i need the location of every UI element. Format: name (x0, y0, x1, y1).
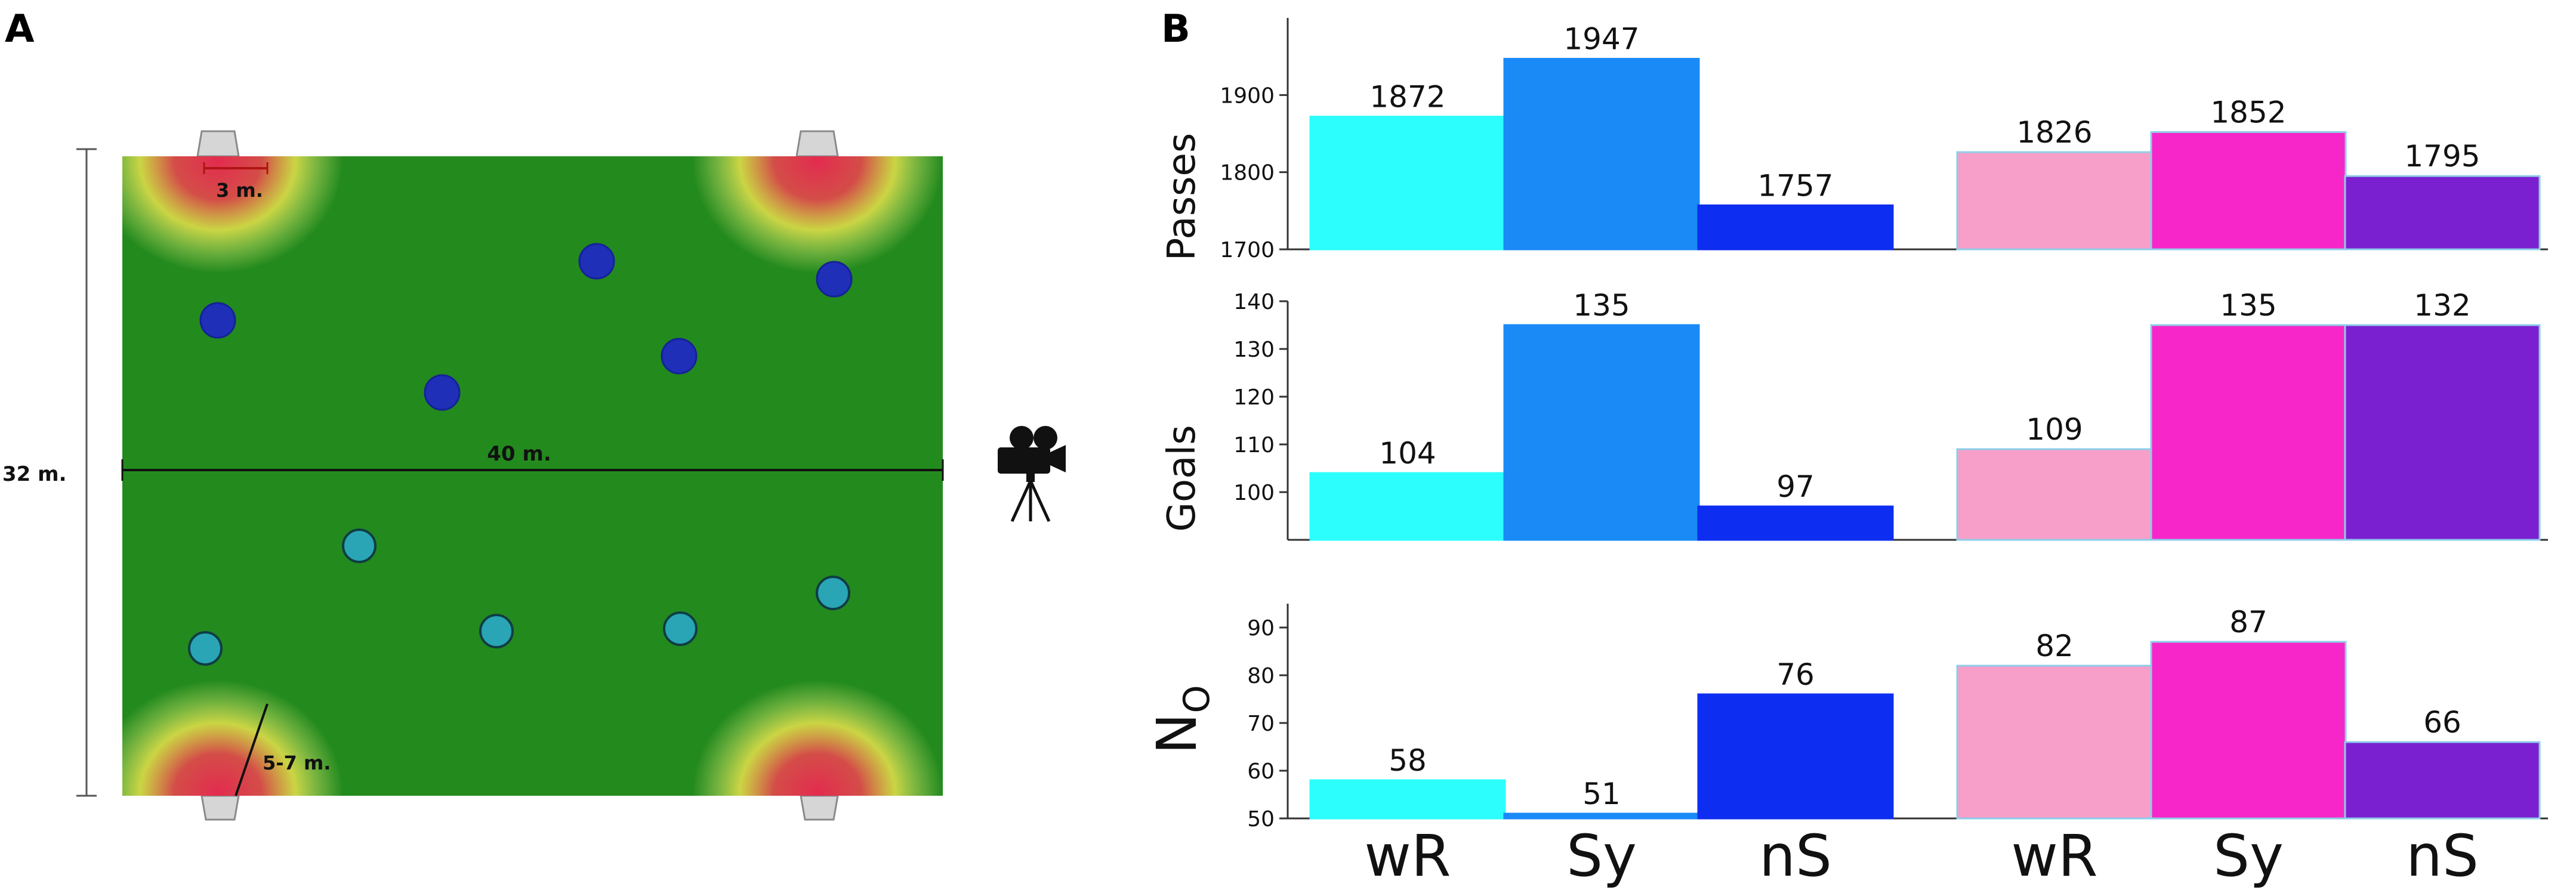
chart-no-ylabel-main: N (1145, 713, 1209, 755)
scoring-zones (122, 156, 943, 796)
chart-category-label: nS (1759, 823, 1832, 888)
goal-top-right (795, 130, 839, 157)
chart-goals-data-label: 104 (1379, 436, 1436, 471)
chart-passes-ylabel: Passes (1160, 133, 1204, 261)
player-light (188, 631, 223, 666)
player-dark (578, 243, 615, 280)
chart-goals-bar (1956, 448, 2153, 541)
chart-passes-bar (1697, 204, 1894, 251)
chart-goals-bar (1309, 472, 1506, 541)
chart-no-ytick-label: 50 (1247, 807, 1275, 832)
chart-no-ytick-label: 70 (1247, 712, 1275, 736)
bar-charts: Passes Goals N O 1700 1800 1900 1872 1947 175… (1145, 18, 2548, 889)
player-dark (661, 338, 698, 375)
zone-radius-label: 5-7 m. (263, 752, 331, 774)
chart-passes-ytick-label: 1700 (1220, 238, 1275, 262)
chart-category-label: wR (1364, 823, 1451, 888)
chart-passes-bar (2344, 175, 2541, 251)
chart-no-bar (1503, 812, 1700, 820)
chart-no-data-label: 87 (2229, 605, 2268, 639)
chart-goals-bar (1503, 324, 1700, 541)
chart-no-data-label: 66 (2423, 705, 2461, 740)
chart-no-ytick-label: 60 (1247, 759, 1275, 784)
chart-goals-ytick-label: 120 (1233, 385, 1275, 410)
chart-passes-data-label: 1826 (2016, 115, 2092, 150)
player-dark (424, 374, 461, 411)
chart-category-label: nS (2406, 823, 2479, 888)
chart-no-ylabel: N O (1145, 685, 1218, 754)
chart-goals-data-label: 132 (2414, 288, 2470, 323)
player-dark (199, 302, 236, 339)
chart-goals-bar (2150, 324, 2347, 541)
chart-goals-ytick-label: 100 (1233, 481, 1275, 505)
scoring-zone-bottom-left (122, 680, 343, 796)
chart-no-bar (2344, 741, 2541, 820)
panel-a-label: A (5, 7, 35, 51)
chart-passes-data-label: 1757 (1757, 168, 1833, 203)
chart-no-bar (1309, 779, 1506, 820)
video-camera-icon (998, 426, 1066, 523)
zone-radius-line (235, 703, 269, 796)
goal-bottom-right (800, 795, 839, 821)
chart-goals-ytick-label: 110 (1233, 433, 1275, 458)
pitch-width-label: 40 m. (487, 442, 551, 466)
chart-no-ylabel-sub: O (1176, 685, 1218, 713)
player-light (479, 614, 514, 648)
chart-category-label: Sy (1566, 823, 1637, 888)
chart-goals-ytick-label: 130 (1233, 338, 1275, 362)
pitch-height-label: 32 m. (2, 462, 67, 486)
chart-category-label: Sy (2213, 823, 2284, 888)
team-light-players (188, 529, 850, 666)
chart-passes-bar (1503, 58, 1700, 251)
field-diagram: 40 m. 32 m. 3 m. 5-7 m. (2, 130, 1066, 821)
chart-passes-data-label: 1852 (2210, 95, 2286, 129)
chart-passes-bar (1309, 116, 1506, 251)
chart-no-ytick-label: 80 (1247, 664, 1275, 688)
chart-no-data-label: 58 (1389, 743, 1427, 778)
chart-goals-bar (2344, 324, 2541, 541)
goal-top-left (196, 130, 240, 157)
chart-passes-data-label: 1947 (1563, 22, 1639, 57)
player-light (816, 576, 850, 610)
chart-no-bar (1697, 693, 1894, 820)
chart-passes-data-label: 1872 (1369, 80, 1445, 115)
scoring-zone-top-right (692, 156, 943, 273)
scoring-zone-bottom-right (692, 680, 943, 796)
chart-category-label: wR (2011, 823, 2097, 888)
chart-no-data-label: 51 (1582, 777, 1621, 811)
player-light (342, 529, 377, 563)
chart-passes-bar (1956, 151, 2153, 251)
chart-goals-bar (1697, 505, 1894, 541)
chart-passes-ytick-label: 1900 (1220, 84, 1275, 108)
chart-no-ytick-label: 90 (1247, 616, 1275, 641)
chart-goals-data-label: 97 (1776, 469, 1815, 504)
chart-no-data-label: 82 (2035, 629, 2074, 663)
player-dark (816, 261, 853, 298)
goal-bottom-left (200, 795, 240, 821)
chart-no-bar (2150, 641, 2347, 820)
chart-no-data-label: 76 (1776, 657, 1815, 692)
scoring-zone-top-left (122, 156, 343, 273)
chart-goals-data-label: 109 (2026, 412, 2083, 447)
panel-b-label: B (1161, 7, 1190, 51)
chart-goals-data-label: 135 (2220, 288, 2276, 323)
chart-no-bar (1956, 665, 2153, 820)
chart-passes-data-label: 1795 (2404, 139, 2480, 174)
team-dark-players (199, 243, 853, 411)
chart-goals-ylabel: Goals (1160, 425, 1204, 531)
goal-width-label: 3 m. (216, 179, 263, 202)
chart-passes-bar (2150, 131, 2347, 251)
chart-goals-ytick-label: 140 (1233, 290, 1275, 314)
player-light (663, 611, 698, 646)
chart-passes-ytick-label: 1800 (1220, 161, 1275, 186)
chart-goals-data-label: 135 (1573, 288, 1630, 323)
